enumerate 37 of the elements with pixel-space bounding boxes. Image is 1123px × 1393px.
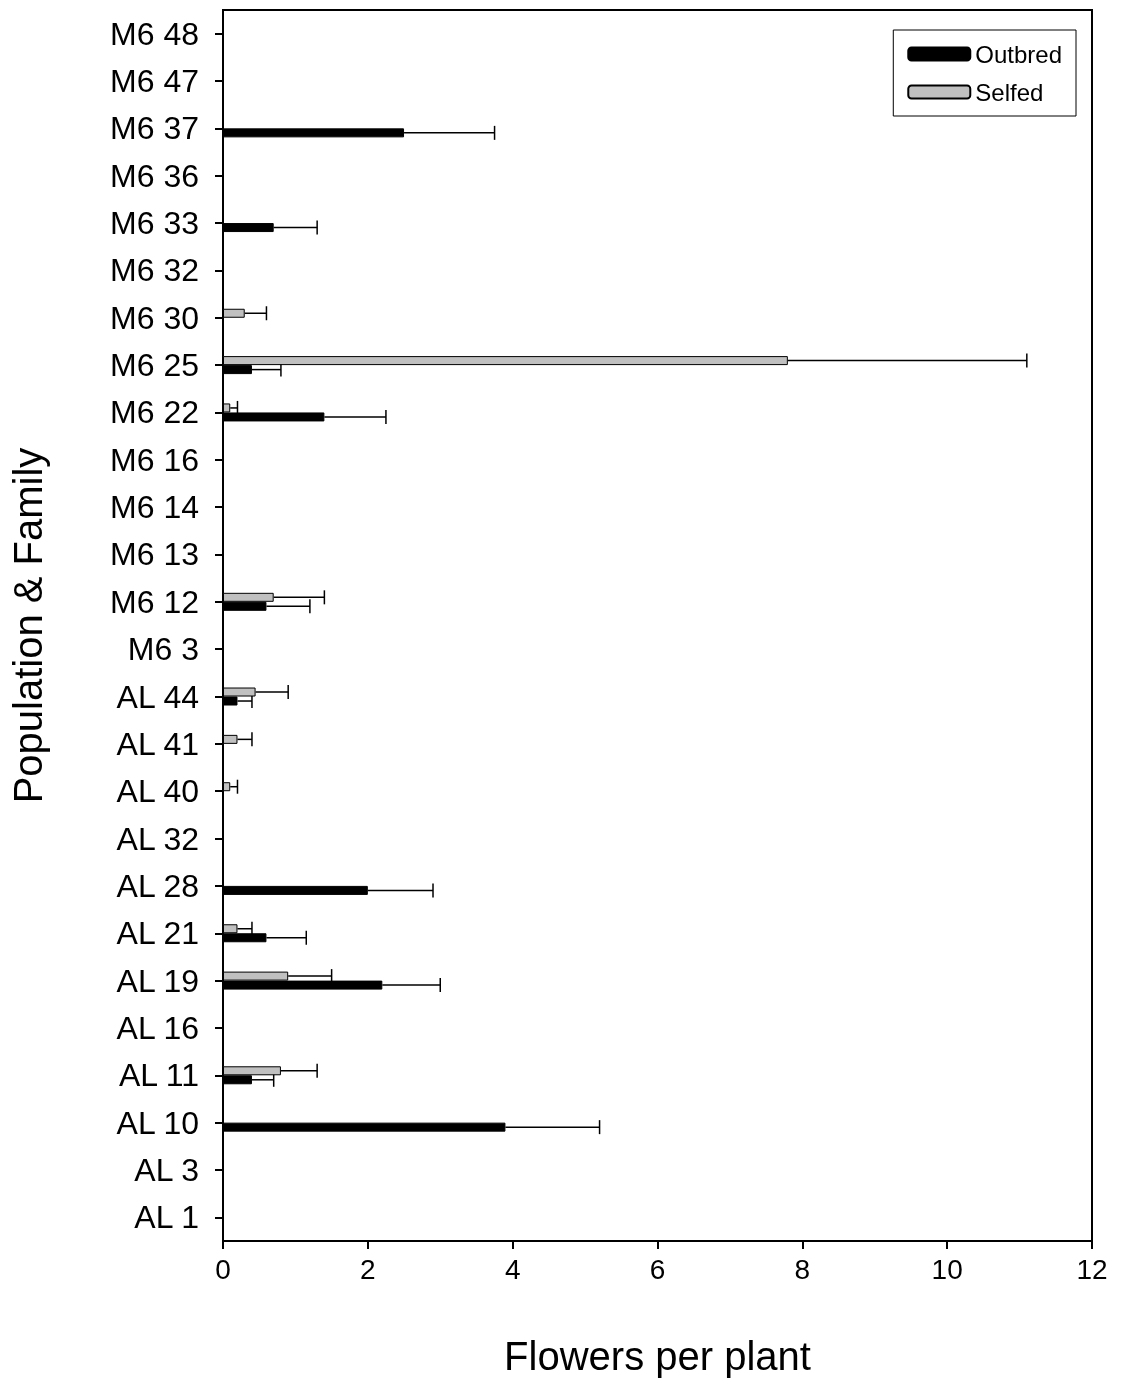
y-tick-label: M6 3 (127, 631, 199, 668)
y-axis-title: Population & Family (6, 447, 50, 804)
y-tick-label: AL 19 (116, 962, 199, 999)
y-tick-label: M6 22 (110, 394, 199, 431)
y-tick-label: M6 47 (110, 63, 199, 100)
x-tick-label: 6 (649, 1253, 666, 1285)
x-tick-label: 0 (215, 1253, 231, 1285)
y-tick-label: M6 33 (110, 205, 199, 242)
y-tick-label: M6 30 (110, 299, 199, 336)
x-tick-label: 2 (360, 1253, 376, 1285)
y-tick-label: M6 36 (110, 157, 199, 194)
x-tick-label: 12 (1076, 1253, 1108, 1285)
y-tick-label: AL 1 (134, 1199, 199, 1236)
y-tick-label: M6 14 (110, 489, 199, 526)
y-tick-label: M6 48 (110, 15, 199, 52)
y-tick-label: AL 44 (116, 678, 199, 715)
y-tick-label: AL 16 (116, 1009, 199, 1046)
y-tick-label: M6 12 (110, 583, 199, 620)
y-tick-label: AL 21 (116, 915, 199, 952)
y-tick-label: M6 25 (110, 347, 199, 384)
x-tick-label: 8 (794, 1253, 811, 1285)
legend-label: Outbred (975, 40, 1062, 68)
legend-label: Selfed (975, 78, 1044, 106)
x-tick-label: 10 (931, 1253, 963, 1285)
y-tick-label: AL 3 (134, 1151, 199, 1188)
y-tick-label: M6 13 (110, 536, 199, 573)
y-tick-label: AL 28 (116, 867, 199, 904)
y-tick-label: M6 32 (110, 252, 199, 289)
y-tick-label: M6 16 (110, 441, 199, 478)
y-tick-label: AL 10 (116, 1104, 199, 1141)
x-tick-label: 4 (504, 1253, 521, 1285)
y-tick-label: AL 11 (118, 1057, 199, 1094)
y-tick-label: AL 41 (116, 725, 199, 762)
x-axis-title: Flowers per plant (504, 1334, 811, 1378)
y-tick-label: AL 32 (116, 820, 199, 857)
y-tick-label: M6 37 (110, 110, 199, 147)
y-tick-label: AL 40 (116, 773, 199, 810)
